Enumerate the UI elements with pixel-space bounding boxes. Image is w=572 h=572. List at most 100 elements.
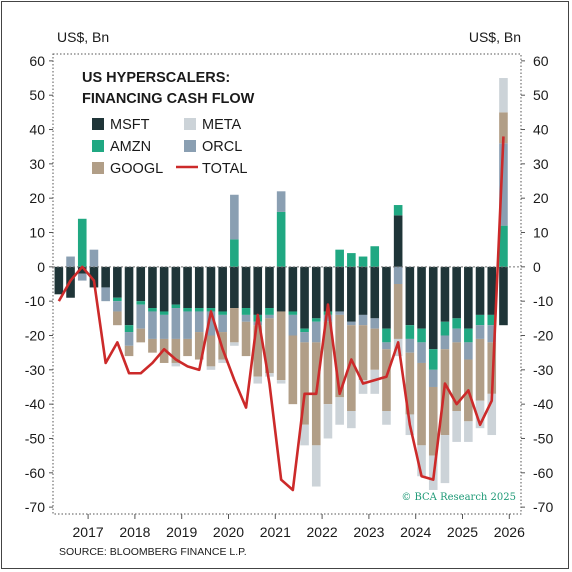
bar-msft-2024q4 <box>464 266 473 329</box>
y-tick-label-left: 10 <box>29 225 45 241</box>
bar-amzn-2025q3 <box>499 225 508 267</box>
bar-orcl-2025q1 <box>475 325 485 339</box>
bar-meta-2023q4 <box>417 445 426 477</box>
legend-swatch-msft <box>92 118 104 130</box>
bar-orcl-2021q4 <box>323 314 333 322</box>
source-note: SOURCE: BLOOMBERG FINANCE L.P. <box>59 546 247 558</box>
y-tick-label-right: 40 <box>533 122 549 138</box>
y-tick-label-right: -30 <box>533 362 553 378</box>
bar-orcl-2023q3 <box>405 338 415 353</box>
bar-amzn-2024q4 <box>464 328 473 343</box>
bar-msft-2023q1 <box>382 266 391 329</box>
bar-orcl-2025q3 <box>499 143 508 226</box>
bar-orcl-2018q2 <box>159 314 169 339</box>
bar-amzn-2025q2 <box>487 314 497 326</box>
y-tick-label-right: 60 <box>533 53 549 69</box>
legend-label-total: TOTAL <box>202 161 247 177</box>
bar-msft-2017q1 <box>101 266 110 288</box>
bar-msft-2022q2 <box>347 266 356 322</box>
y-tick-label-right: 0 <box>533 259 541 275</box>
bar-meta-2023q1 <box>382 411 391 425</box>
bar-googl-2021q4 <box>323 321 333 405</box>
bar-orcl-2018q4 <box>183 311 192 339</box>
bar-msft-2020q1 <box>241 266 251 309</box>
chart-title-line-2: FINANCING CASH FLOW <box>82 91 255 107</box>
bar-amzn-2022q4 <box>370 246 380 267</box>
bar-amzn-2017q3 <box>124 325 134 333</box>
bar-msft-2024q1 <box>428 266 438 350</box>
y-tick-label-right: 50 <box>533 87 549 103</box>
bar-msft-2024q3 <box>452 266 461 319</box>
bar-orcl-2023q2 <box>393 266 403 284</box>
bar-googl-2019q2 <box>206 335 216 367</box>
bar-googl-2017q3 <box>124 345 134 357</box>
plot-area-border <box>52 53 522 515</box>
bar-msft-2022q1 <box>335 266 344 312</box>
bar-orcl-2016q2 <box>66 256 75 267</box>
bar-orcl-2024q4 <box>464 342 473 360</box>
x-tick-label: 2019 <box>166 524 197 540</box>
legend-swatch-amzn <box>92 140 104 152</box>
bar-googl-2019q4 <box>230 308 239 343</box>
bar-orcl-2018q3 <box>171 308 181 339</box>
bar-googl-2025q3 <box>499 112 508 144</box>
bar-msft-2020q3 <box>265 266 274 309</box>
bar-amzn-2016q3 <box>77 218 87 267</box>
legend-label-meta: META <box>202 117 242 133</box>
bar-meta-2020q4 <box>276 380 286 384</box>
bar-meta-2024q3 <box>452 411 461 442</box>
y-tick-label-left: -40 <box>25 396 45 412</box>
bar-amzn-2023q1 <box>382 328 391 343</box>
bar-googl-2020q4 <box>276 311 286 381</box>
bar-msft-2024q2 <box>440 266 450 322</box>
bar-orcl-2022q1 <box>335 311 344 315</box>
bar-meta-2022q2 <box>347 411 356 429</box>
y-tick-label-left: -60 <box>25 465 45 481</box>
bar-meta-2019q2 <box>206 366 216 370</box>
right-axis-unit: US$, Bn <box>469 29 521 45</box>
bar-meta-2022q4 <box>370 369 380 394</box>
bar-meta-2018q3 <box>171 362 181 367</box>
y-tick-label-right: -70 <box>533 499 553 515</box>
legend-swatch-orcl <box>184 140 196 152</box>
bar-googl-2023q4 <box>417 362 426 446</box>
bar-meta-2022q3 <box>358 380 368 394</box>
y-tick-label-right: 30 <box>533 156 549 172</box>
bar-msft-2022q4 <box>370 266 380 319</box>
bar-amzn-2021q3 <box>311 318 321 322</box>
bar-msft-2019q3 <box>218 266 227 312</box>
y-tick-label-left: 30 <box>29 156 45 172</box>
bar-orcl-2024q1 <box>428 369 438 387</box>
bar-amzn-2020q3 <box>265 308 274 315</box>
bar-msft-2021q3 <box>311 266 321 319</box>
legend-label-googl: GOOGL <box>110 161 163 177</box>
bar-msft-2020q4 <box>276 266 286 312</box>
bar-googl-2018q3 <box>171 338 181 363</box>
bar-orcl-2020q4 <box>276 191 286 212</box>
bar-msft-2018q4 <box>183 266 192 309</box>
bar-orcl-2017q1 <box>101 287 110 302</box>
bar-msft-2019q1 <box>194 266 204 309</box>
legend-label-orcl: ORCL <box>202 139 242 155</box>
bar-orcl-2022q4 <box>370 318 380 329</box>
bar-amzn-2017q4 <box>136 301 146 305</box>
legend-label-amzn: AMZN <box>110 139 151 155</box>
bar-amzn-2019q4 <box>230 239 239 267</box>
bar-orcl-2020q3 <box>265 314 274 319</box>
bar-msft-2019q4 <box>230 266 239 309</box>
series-line-total <box>57 136 505 492</box>
bar-msft-2016q4 <box>89 266 99 288</box>
bar-orcl-2019q1 <box>194 311 204 333</box>
bar-amzn-2018q3 <box>171 304 181 309</box>
bar-googl-2024q1 <box>428 386 438 456</box>
bar-amzn-2025q1 <box>475 314 485 326</box>
left-axis-unit: US$, Bn <box>57 29 109 45</box>
bar-orcl-2019q3 <box>218 314 227 333</box>
y-axis-left: 60 50 40 30 20 10 0 -10 -20 -30 -40 -50 -60 -70 <box>25 53 45 515</box>
bar-orcl-2022q3 <box>358 314 368 326</box>
bar-meta-2025q3 <box>499 78 508 113</box>
x-tick-label: 2024 <box>400 524 431 540</box>
bar-meta-2022q1 <box>335 397 344 425</box>
bar-amzn-2022q2 <box>347 253 356 267</box>
